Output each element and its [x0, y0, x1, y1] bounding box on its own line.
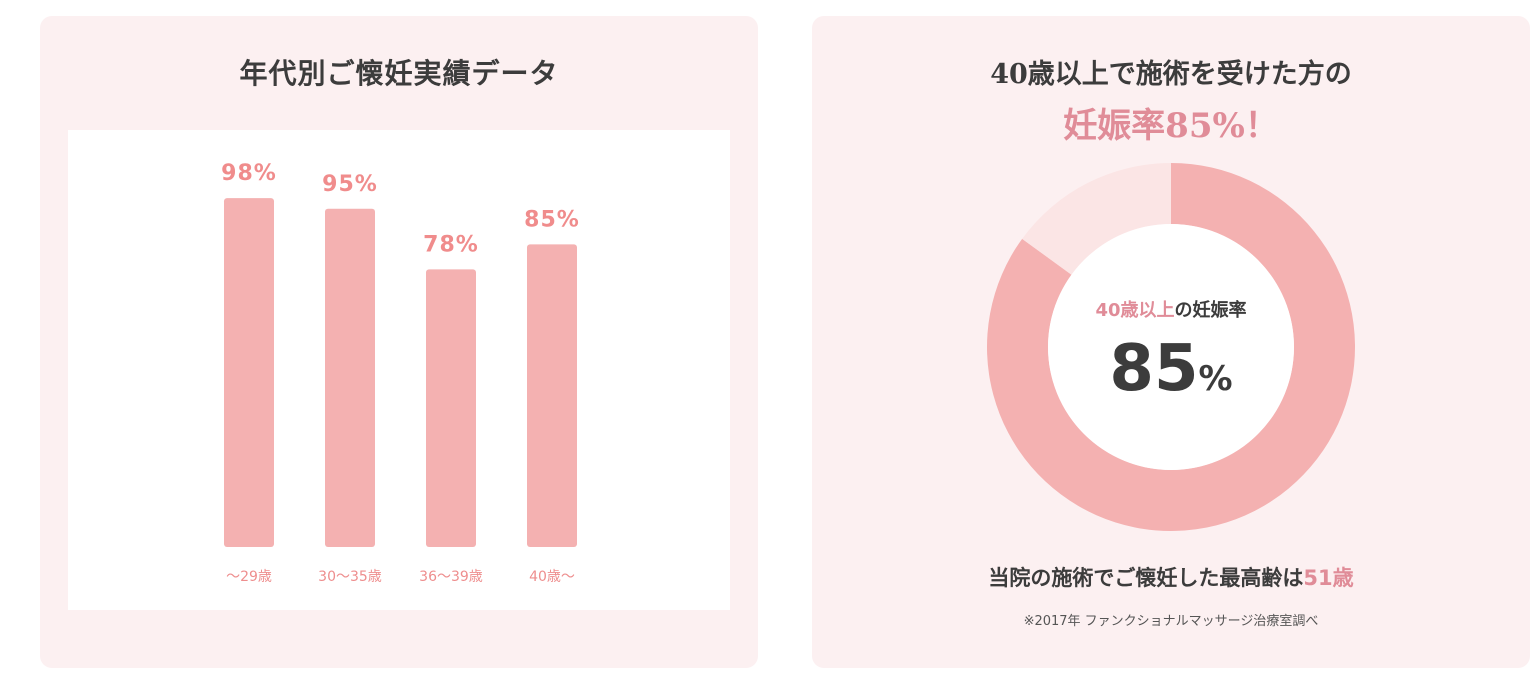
donut-chart: [987, 163, 1356, 531]
donut-label-accent: 40歳以上: [1095, 300, 1175, 321]
bar-3: [527, 244, 577, 547]
donut-slice-0: [987, 163, 1356, 531]
bar-2: [426, 269, 476, 547]
bar-chart: 98% ～29歳 95% 30～35歳 78% 36～39歳 85% 40歳～: [221, 161, 580, 585]
oldest-age: 51歳: [1303, 566, 1354, 590]
bar-value-label-2: 78%: [423, 232, 479, 257]
donut-section-title: 40歳以上で施術を受けた方の: [990, 59, 1352, 90]
pregnancy-rate-headline: 妊娠率85%！: [1063, 106, 1279, 146]
bar-chart-title: 年代別ご懐妊実績データ: [239, 57, 559, 90]
donut-hole: [1048, 224, 1294, 470]
donut-label-rest: の妊娠率: [1174, 300, 1247, 321]
donut-slice-1: [1022, 163, 1171, 275]
donut-value-number: 85: [1109, 332, 1199, 406]
bar-category-label-0: ～29歳: [226, 569, 272, 585]
bar-category-label-3: 40歳～: [529, 569, 575, 585]
bar-1: [325, 208, 375, 548]
bar-category-label-1: 30～35歳: [318, 569, 382, 585]
donut-value-unit: %: [1198, 359, 1233, 399]
oldest-label: 当院の施術でご懐妊した最高齢は: [988, 566, 1304, 590]
bar-category-label-2: 36～39歳: [419, 569, 483, 585]
bar-chart-panel: 98% ～29歳 95% 30～35歳 78% 36～39歳 85% 40歳～: [68, 130, 730, 610]
bar-value-label-3: 85%: [524, 207, 580, 232]
age-pregnancy-card: 年代別ご懐妊実績データ 98% ～29歳 95% 30～35歳 78% 36～39歳 85%…: [40, 16, 758, 668]
survey-footnote: ※2017年 ファンクショナルマッサージ治療室調べ: [1023, 614, 1319, 629]
bar-value-label-1: 95%: [322, 172, 378, 197]
bar-0: [224, 198, 274, 547]
bar-value-label-0: 98%: [221, 161, 277, 186]
donut-center-value: 85%: [1056, 332, 1286, 406]
donut-center-label: 40歳以上の妊娠率: [1056, 296, 1286, 322]
oldest-pregnancy-text: 当院の施術でご懐妊した最高齢は51歳: [812, 562, 1530, 592]
over-40-pregnancy-card: 40歳以上で施術を受けた方の 妊娠率85%！ 40歳以上の妊娠率 85% 当院の…: [812, 16, 1530, 668]
